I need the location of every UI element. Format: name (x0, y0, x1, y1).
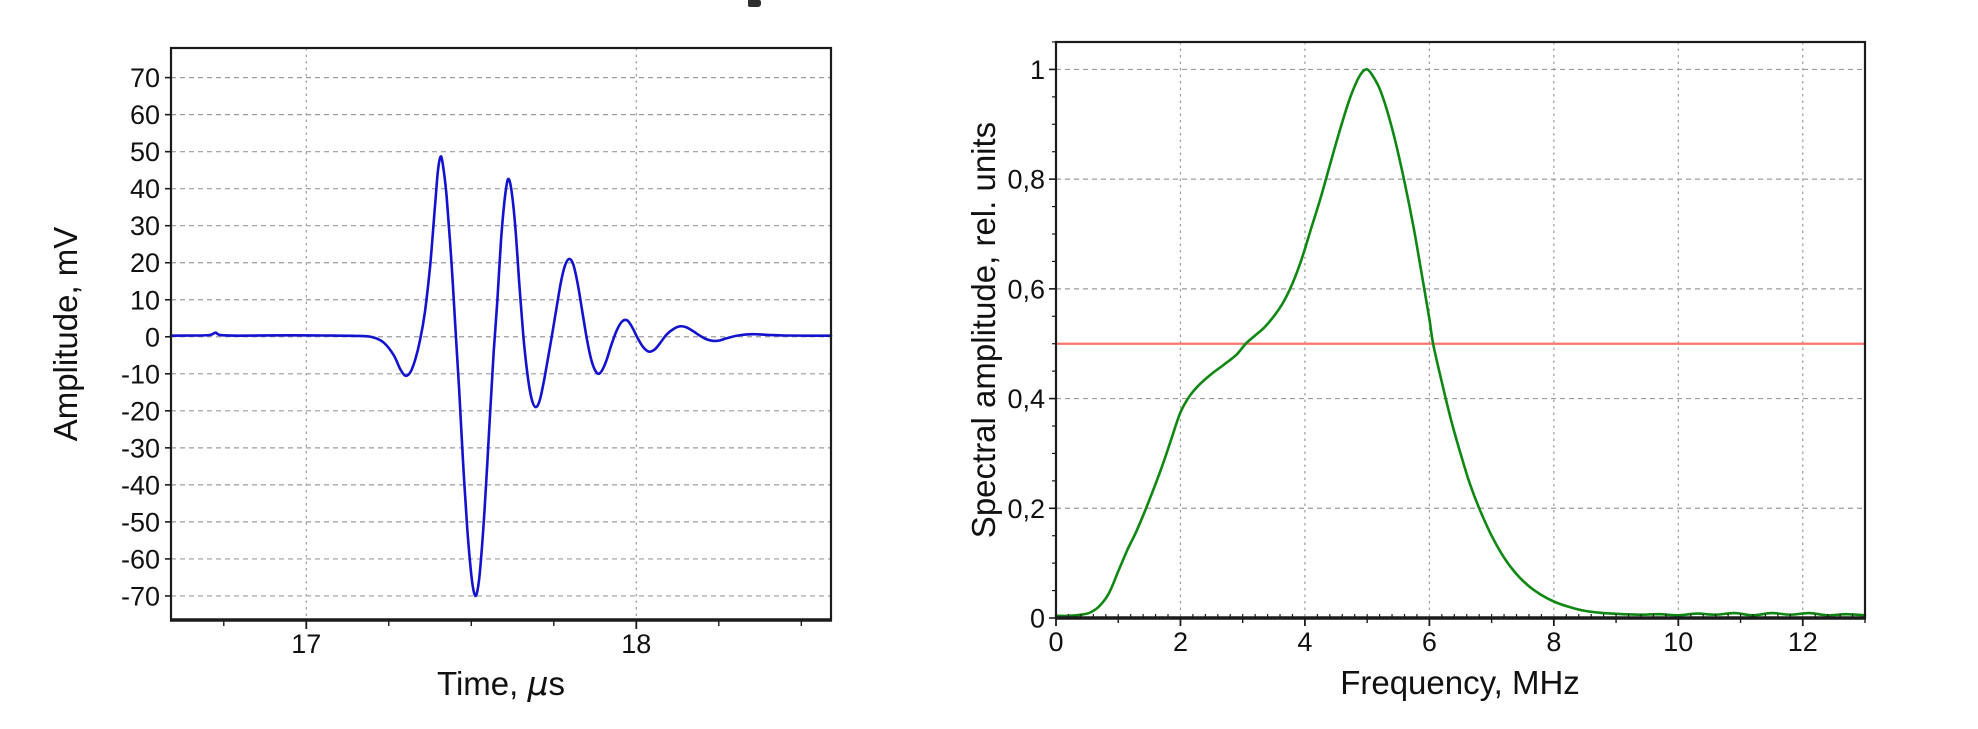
spectral-axis-title: Spectral amplitude, rel. units (965, 121, 1002, 539)
amplitude-axis-title: Amplitude, mV (47, 226, 84, 442)
x-tick-label: 10 (1663, 627, 1693, 657)
cropped-text-fragment (748, 0, 761, 7)
y-tick-label: 10 (130, 285, 160, 315)
x-tick-label: 8 (1546, 627, 1561, 657)
x-tick-label: 6 (1422, 627, 1437, 657)
x-tick-label: 2 (1173, 627, 1188, 657)
y-tick-label: -10 (121, 359, 160, 389)
x-tick-label: 0 (1048, 627, 1063, 657)
x-tick-label: 4 (1297, 627, 1312, 657)
frequency-axis-title: Frequency, MHz (1340, 664, 1580, 701)
y-tick-label: 0 (1030, 604, 1045, 634)
y-tick-label: 20 (130, 248, 160, 278)
y-tick-label: 0,8 (1007, 165, 1045, 195)
y-tick-label: -70 (121, 581, 160, 611)
x-tick-label: 17 (291, 629, 321, 659)
echo-signal-curve (169, 155, 833, 598)
time-axis-title-text: Time, (437, 665, 528, 702)
y-tick-label: 70 (130, 63, 160, 93)
y-tick-label: 40 (130, 174, 160, 204)
y-tick-label: 0 (145, 322, 160, 352)
y-tick-label: -30 (121, 433, 160, 463)
y-tick-label: 0,2 (1007, 494, 1045, 524)
y-tick-label: 1 (1030, 55, 1045, 85)
time-axis-unit: s (548, 665, 565, 702)
plot-border (169, 46, 833, 622)
y-tick-label: -20 (121, 396, 160, 426)
x-tick-label: 18 (621, 629, 651, 659)
x-tick-label: 12 (1788, 627, 1818, 657)
y-tick-label: 30 (130, 211, 160, 241)
y-tick-label: 0,4 (1007, 384, 1045, 414)
time-axis-title: Time, μs (437, 664, 565, 703)
y-tick-label: -60 (121, 544, 160, 574)
y-tick-label: 50 (130, 137, 160, 167)
y-tick-label: -40 (121, 470, 160, 500)
mu-symbol: μ (527, 664, 549, 703)
plot-border (1054, 40, 1867, 620)
y-tick-label: -50 (121, 507, 160, 537)
y-tick-label: 60 (130, 100, 160, 130)
spectrum-curve (1054, 68, 1867, 618)
y-tick-label: 0,6 (1007, 274, 1045, 304)
